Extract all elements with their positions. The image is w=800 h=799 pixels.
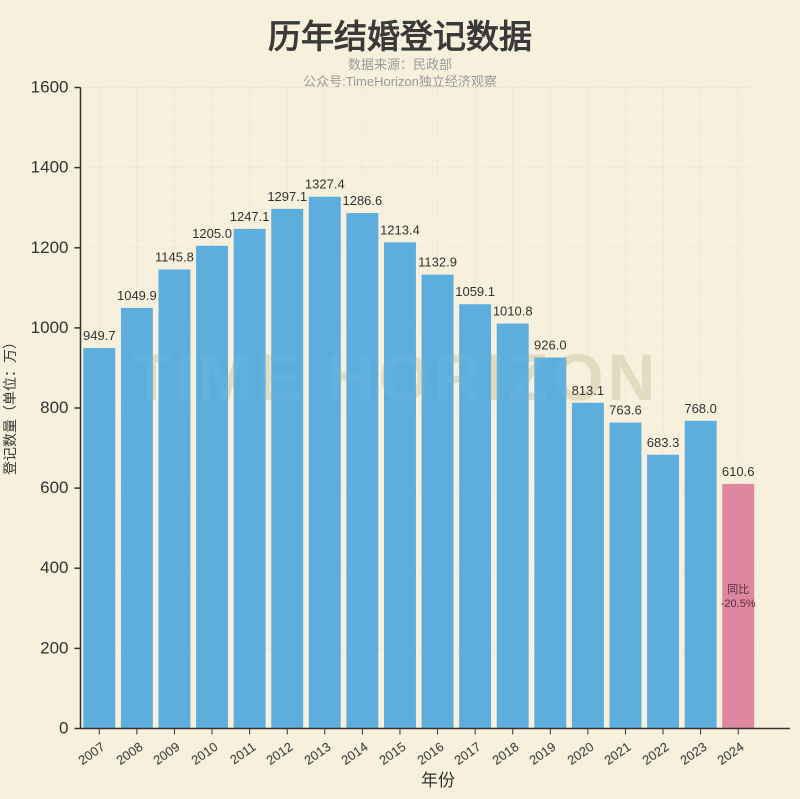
svg-text:1132.9: 1132.9: [418, 255, 457, 270]
svg-text:1213.4: 1213.4: [380, 222, 420, 237]
svg-text:0: 0: [59, 719, 68, 738]
svg-text:TIME HORIZON: TIME HORIZON: [131, 340, 659, 414]
svg-text:1059.1: 1059.1: [455, 284, 495, 299]
svg-text:1400: 1400: [31, 158, 69, 177]
svg-text:1205.0: 1205.0: [192, 226, 232, 241]
svg-text:1145.8: 1145.8: [155, 249, 194, 264]
svg-text:1000: 1000: [31, 318, 69, 337]
svg-text:600: 600: [40, 478, 68, 497]
svg-text:1286.6: 1286.6: [342, 193, 382, 208]
svg-text:1049.9: 1049.9: [117, 288, 157, 303]
svg-text:800: 800: [40, 398, 68, 417]
svg-text:768.0: 768.0: [684, 401, 717, 416]
svg-text:683.3: 683.3: [647, 435, 680, 450]
svg-text:1200: 1200: [31, 238, 69, 257]
svg-text:1327.4: 1327.4: [305, 177, 345, 192]
svg-text:-20.5%: -20.5%: [721, 598, 756, 610]
svg-text:200: 200: [40, 638, 68, 657]
svg-text:610.6: 610.6: [722, 464, 755, 479]
svg-text:1010.8: 1010.8: [493, 304, 533, 319]
svg-text:949.7: 949.7: [83, 328, 116, 343]
svg-text:400: 400: [40, 558, 68, 577]
svg-text:同比: 同比: [727, 583, 749, 596]
svg-text:1297.1: 1297.1: [267, 189, 307, 204]
svg-text:1247.1: 1247.1: [230, 209, 270, 224]
